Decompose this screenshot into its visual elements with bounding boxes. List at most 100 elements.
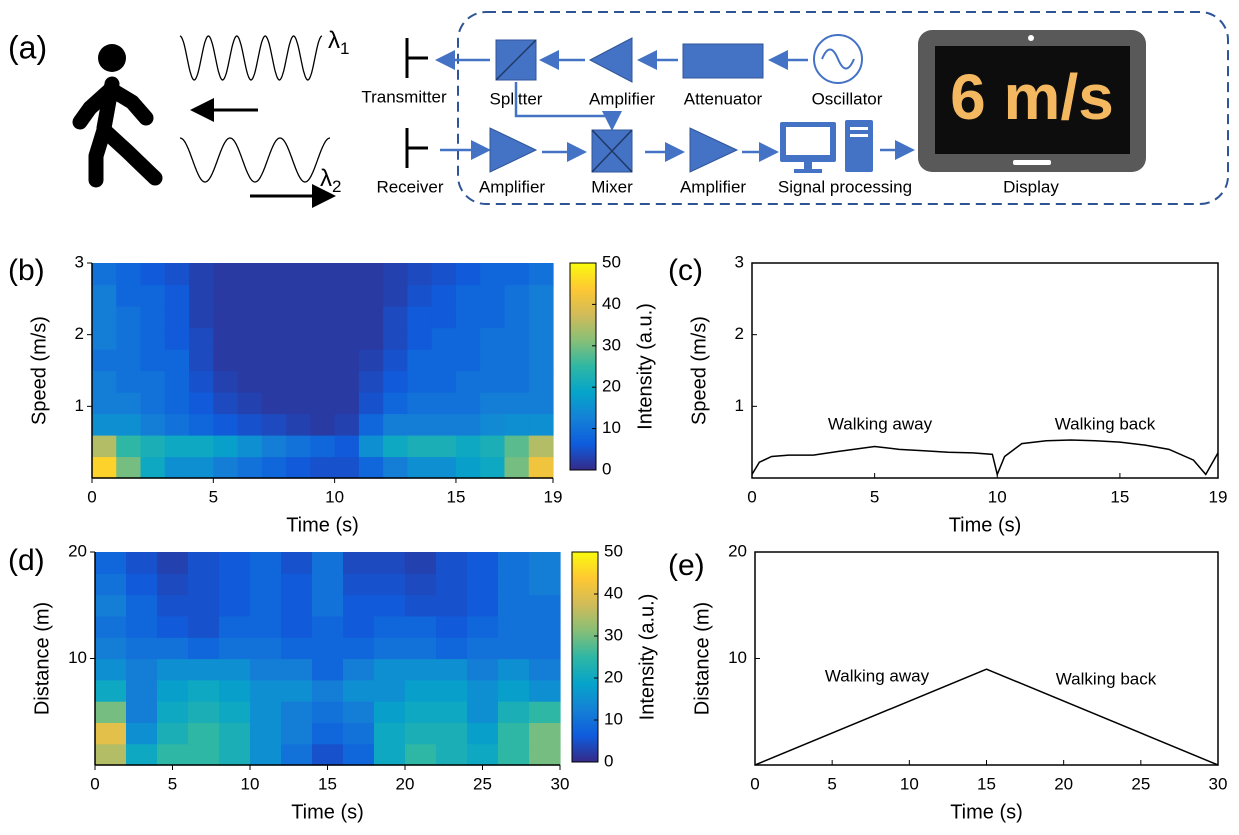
colorbar-label: Intensity (a.u.) — [636, 594, 658, 721]
heatmap-cell — [126, 658, 158, 681]
heatmap-cell — [436, 615, 468, 638]
colorbar — [569, 262, 597, 471]
heatmap-cell — [343, 722, 375, 745]
heatmap-cell — [286, 456, 311, 479]
heatmap-cell — [140, 263, 166, 286]
heatmap-cell — [405, 658, 437, 681]
heatmap-cell — [431, 435, 457, 458]
heatmap-cell — [92, 370, 117, 393]
heatmap-cell — [358, 306, 384, 329]
heatmap-cell — [529, 701, 561, 723]
heatmap-cell — [358, 413, 384, 436]
heatmap-cell — [92, 456, 117, 479]
heatmap-cell — [528, 284, 554, 307]
y-tick-label: 3 — [75, 252, 84, 271]
x-tick-label: 0 — [747, 487, 756, 506]
heatmap-cell — [286, 370, 311, 393]
heatmap-cell — [358, 435, 384, 458]
block-label: Transmitter — [361, 87, 447, 106]
heatmap-cell — [407, 263, 433, 286]
heatmap-cell — [213, 370, 239, 393]
heatmap-cell — [213, 349, 239, 372]
heatmap-cell — [498, 594, 530, 617]
line — [751, 439, 1219, 477]
heatmap-cell — [431, 456, 457, 479]
x-tick-label: 30 — [1209, 774, 1228, 793]
x-tick-label: 10 — [988, 487, 1007, 506]
heatmap-cell — [219, 658, 251, 681]
heatmap-cell — [431, 306, 457, 329]
heatmap-cell — [286, 306, 311, 329]
heatmap-cell — [405, 679, 437, 702]
x-tick-label: 19 — [544, 487, 563, 506]
panel-label: (a) — [8, 29, 47, 65]
x-axis-label: Time (s) — [286, 514, 359, 536]
heatmap-cell — [310, 349, 336, 372]
heatmap-cell — [286, 349, 311, 372]
heatmap-cell — [498, 679, 530, 702]
heatmap-cell — [116, 435, 142, 458]
heatmap-cell — [498, 615, 530, 638]
heatmap-cell — [164, 263, 190, 286]
block-label: Oscillator — [812, 89, 883, 108]
heatmap-cell — [374, 701, 406, 723]
heatmap-cell — [529, 615, 561, 638]
heatmap-cell — [334, 370, 360, 393]
x-axis-label: Time (s) — [950, 801, 1023, 823]
colorbar-tick-label: 20 — [604, 667, 623, 686]
heatmap-cell — [358, 370, 384, 393]
wavelength-label: λ2 — [320, 165, 341, 196]
x-tick-label: 15 — [318, 774, 337, 793]
block-label: Display — [1003, 177, 1059, 196]
annotation: Walking away — [828, 414, 933, 433]
heatmap-cell — [528, 392, 554, 415]
line — [754, 668, 1219, 766]
heatmap-cell — [498, 701, 530, 723]
heatmap-cell — [480, 435, 506, 458]
heatmap-cell — [164, 370, 190, 393]
heatmap-cell — [343, 743, 375, 766]
heatmap-cell — [343, 552, 375, 574]
heatmap-cell — [164, 349, 190, 372]
heatmap-cell — [157, 594, 189, 617]
heatmap-cell — [467, 722, 499, 745]
heatmap-cell — [140, 306, 166, 329]
colorbar-tick-label: 50 — [604, 541, 623, 560]
heatmap-cell — [504, 435, 530, 458]
block-label: Amplifier — [479, 177, 545, 196]
heatmap-cell — [213, 413, 239, 436]
heatmap-cell — [281, 679, 313, 702]
heatmap-cell — [219, 615, 251, 638]
heatmap-cell — [312, 658, 344, 681]
heatmap-cell — [431, 392, 457, 415]
heatmap-cell — [358, 327, 384, 350]
x-tick-label: 0 — [750, 774, 759, 793]
heatmap-cell — [261, 370, 287, 393]
heatmap-cell — [374, 679, 406, 702]
heatmap-cell — [358, 263, 384, 286]
heatmap-cell — [213, 306, 239, 329]
heatmap-cell — [405, 743, 437, 766]
colorbar-label: Intensity (a.u.) — [634, 303, 656, 430]
heatmap-cell — [157, 658, 189, 681]
heatmap-cell — [219, 573, 251, 596]
heatmap-cell — [164, 413, 190, 436]
heatmap-cell — [455, 349, 481, 372]
heatmap-cell — [405, 637, 437, 660]
heatmap-cell — [504, 327, 530, 350]
heatmap-cell — [250, 552, 282, 574]
heatmap-cell — [436, 573, 468, 596]
heatmap-cell — [374, 615, 406, 638]
heatmap-cell — [529, 594, 561, 617]
plot-frame — [754, 551, 1219, 766]
heatmap-cell — [157, 637, 189, 660]
heatmap-cell — [126, 743, 158, 766]
heatmap-cell — [189, 284, 214, 307]
heatmap-cell — [92, 413, 117, 436]
heatmap-cell — [189, 392, 214, 415]
heatmap-cell — [383, 370, 409, 393]
heatmap-cell — [529, 637, 561, 660]
heatmap-cell — [237, 306, 263, 329]
heatmap-cell — [383, 306, 409, 329]
